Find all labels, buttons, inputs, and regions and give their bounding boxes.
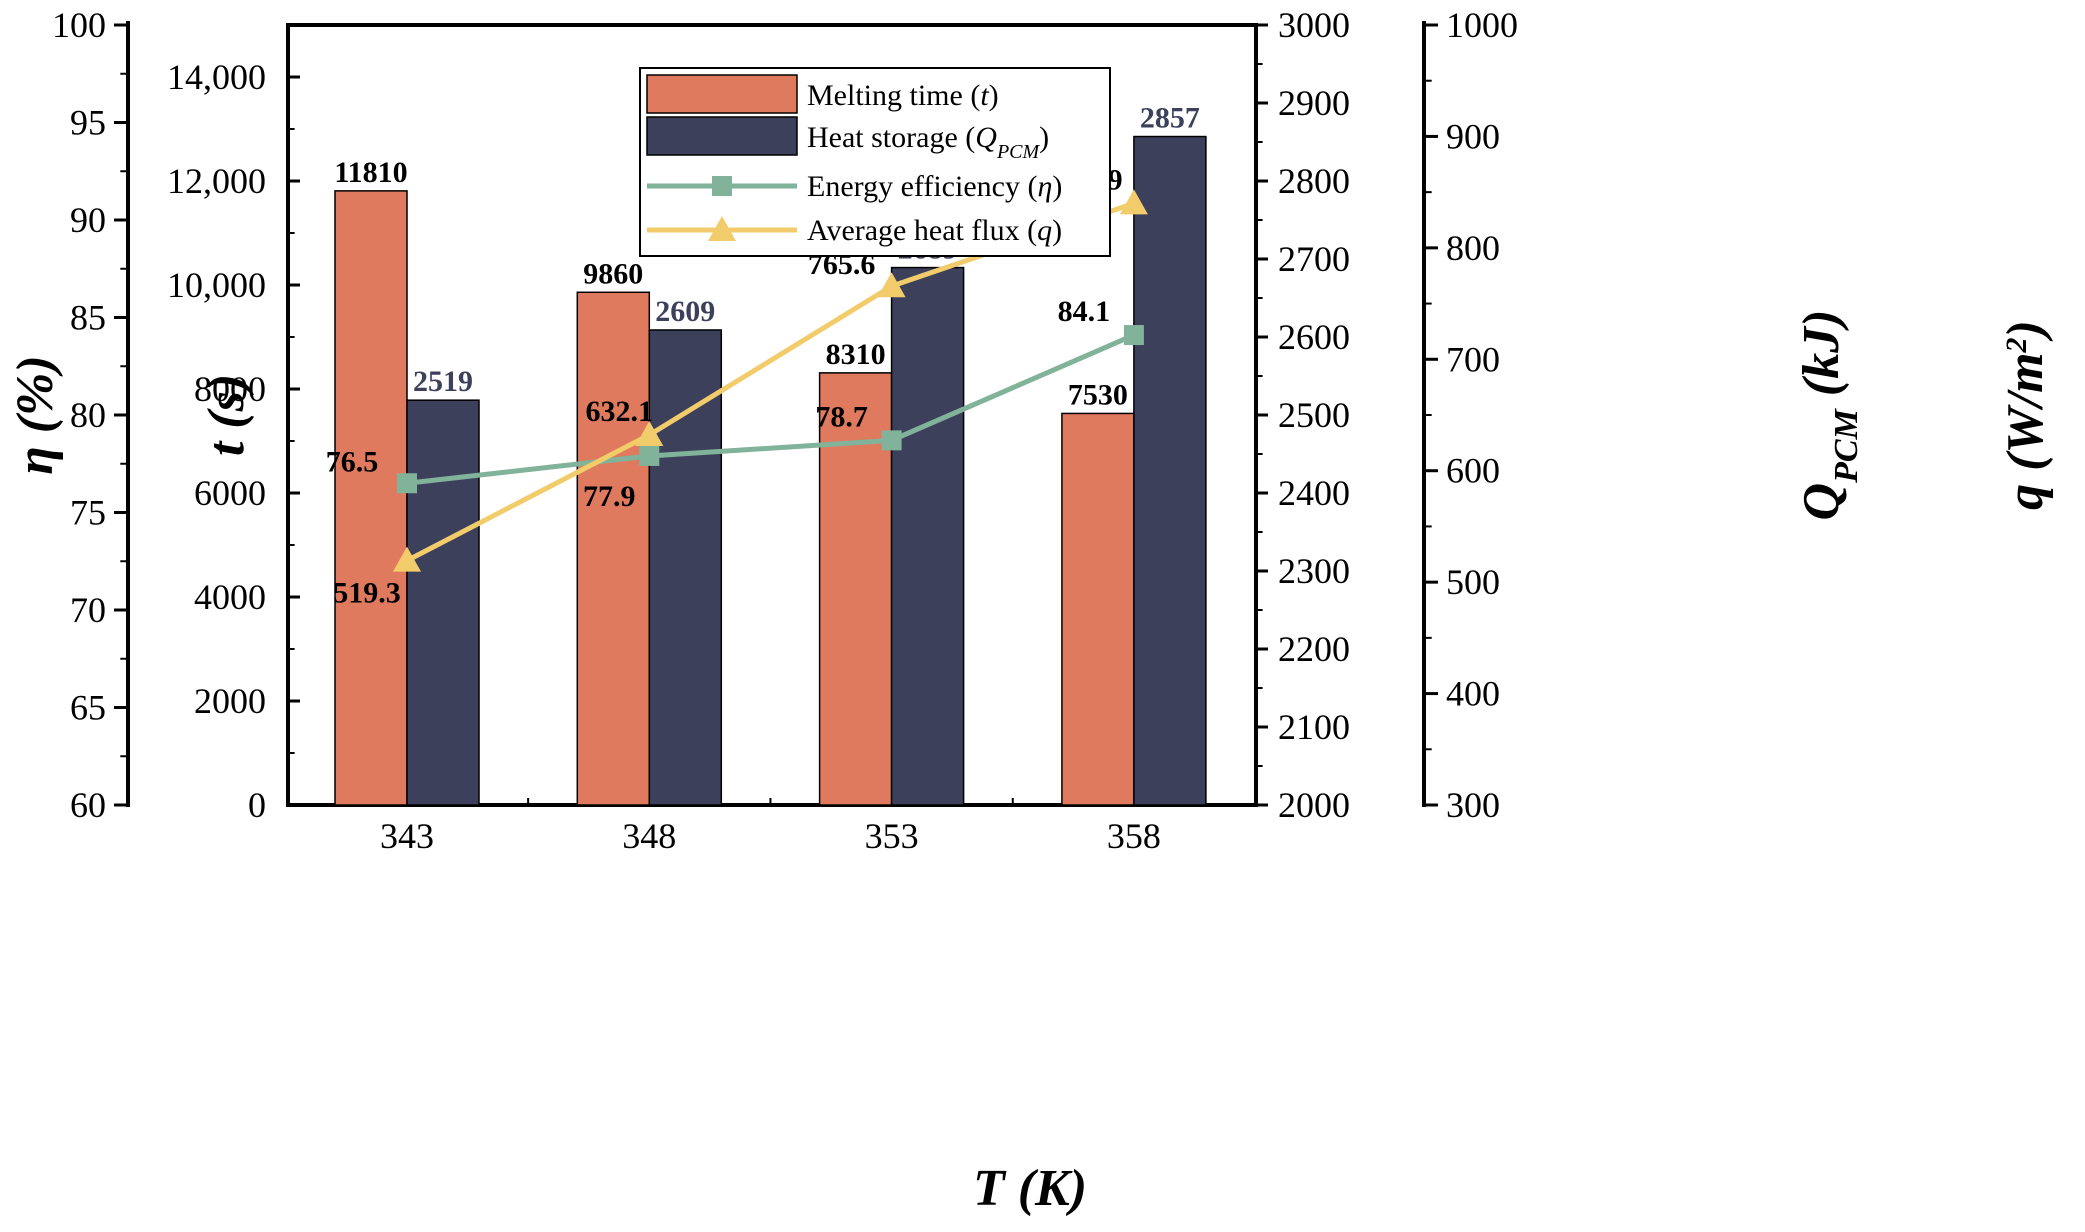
eta-axis-title: η (%) bbox=[7, 355, 64, 475]
legend-label: Energy efficiency (η) bbox=[807, 170, 1062, 203]
Q-tick-label: 2800 bbox=[1278, 161, 1350, 201]
bar-value-label: 9860 bbox=[583, 257, 643, 290]
Q-tick-label: 2200 bbox=[1278, 629, 1350, 669]
eta-tick-label: 95 bbox=[70, 103, 106, 143]
q-axis-title: q (W/m2) bbox=[1997, 320, 2054, 510]
q-tick-label: 500 bbox=[1446, 562, 1500, 602]
t-tick-label: 12,000 bbox=[167, 161, 266, 201]
bar bbox=[406, 399, 480, 806]
t-tick-label: 0 bbox=[248, 785, 266, 825]
t-tick-label: 6000 bbox=[194, 473, 266, 513]
x-tick-label: 343 bbox=[380, 816, 434, 856]
legend-marker-square bbox=[712, 176, 732, 196]
q-tick-label: 700 bbox=[1446, 339, 1500, 379]
series-line bbox=[406, 332, 1135, 486]
x-tick-label: 358 bbox=[1107, 816, 1161, 856]
legend-label: Melting time (t) bbox=[807, 79, 999, 112]
data-point-triangle bbox=[877, 272, 906, 298]
legend-label: Heat storage (QPCM) bbox=[807, 121, 1049, 163]
point-value-label: 76.5 bbox=[326, 445, 379, 478]
Q-tick-label: 3000 bbox=[1278, 5, 1350, 45]
bar bbox=[576, 291, 651, 806]
q-tick-label: 600 bbox=[1446, 451, 1500, 491]
point-value-label: 519.3 bbox=[333, 577, 401, 610]
Q-tick-label: 2500 bbox=[1278, 395, 1350, 435]
Q-axis-title: QPCM (kJ) bbox=[1793, 310, 1865, 521]
x-tick-label: 348 bbox=[622, 816, 676, 856]
legend-marker-triangle bbox=[708, 216, 736, 241]
bar-value-label: 8310 bbox=[826, 338, 886, 371]
legend-label: Average heat flux (q) bbox=[807, 214, 1062, 247]
eta-tick-label: 75 bbox=[70, 493, 106, 533]
bar bbox=[1061, 412, 1135, 806]
Q-tick-label: 2600 bbox=[1278, 317, 1350, 357]
eta-tick-label: 100 bbox=[52, 5, 106, 45]
Q-tick-label: 2300 bbox=[1278, 551, 1350, 591]
eta-tick-label: 65 bbox=[70, 688, 106, 728]
legend-swatch bbox=[646, 116, 798, 156]
legend-swatch bbox=[646, 74, 798, 114]
eta-tick-label: 70 bbox=[70, 590, 106, 630]
bar-value-label: 11810 bbox=[334, 156, 407, 189]
data-point-triangle bbox=[635, 420, 664, 446]
bar bbox=[890, 266, 965, 806]
point-value-label: 77.9 bbox=[583, 480, 636, 513]
data-point-square bbox=[881, 430, 902, 451]
data-point-triangle bbox=[393, 546, 421, 572]
eta-tick-label: 85 bbox=[70, 298, 106, 338]
t-tick-label: 8000 bbox=[194, 369, 266, 409]
data-point-triangle bbox=[1119, 189, 1148, 215]
q-tick-label: 300 bbox=[1446, 785, 1500, 825]
bar bbox=[818, 372, 893, 806]
q-tick-label: 1000 bbox=[1446, 5, 1518, 45]
bar bbox=[648, 329, 723, 806]
Q-tick-label: 2100 bbox=[1278, 707, 1350, 747]
q-tick-label: 400 bbox=[1446, 674, 1500, 714]
t-tick-label: 10,000 bbox=[167, 265, 266, 305]
data-point-square bbox=[397, 473, 417, 494]
bar-value-label: 7530 bbox=[1068, 378, 1128, 411]
q-tick-label: 900 bbox=[1446, 116, 1500, 156]
bar-value-label: 2609 bbox=[655, 295, 715, 328]
bar bbox=[1133, 135, 1207, 806]
point-value-label: 78.7 bbox=[815, 400, 868, 433]
Q-tick-label: 2900 bbox=[1278, 83, 1350, 123]
x-tick-label: 353 bbox=[865, 816, 919, 856]
bar-value-label: 2857 bbox=[1140, 102, 1200, 135]
Q-tick-label: 2400 bbox=[1278, 473, 1350, 513]
data-point-square bbox=[639, 445, 660, 466]
eta-tick-label: 60 bbox=[70, 785, 106, 825]
t-tick-label: 2000 bbox=[194, 681, 266, 721]
point-value-label: 84.1 bbox=[1058, 295, 1111, 328]
point-value-label: 632.1 bbox=[586, 395, 654, 428]
eta-tick-label: 90 bbox=[70, 200, 106, 240]
t-tick-label: 14,000 bbox=[167, 57, 266, 97]
q-tick-label: 800 bbox=[1446, 228, 1500, 268]
t-tick-label: 4000 bbox=[194, 577, 266, 617]
t-axis-title: t (s) bbox=[198, 374, 255, 456]
eta-tick-label: 80 bbox=[70, 395, 106, 435]
x-axis-title: T (K) bbox=[973, 1160, 1087, 1217]
Q-tick-label: 2000 bbox=[1278, 785, 1350, 825]
bar bbox=[334, 190, 408, 806]
bar-value-label: 2519 bbox=[413, 365, 473, 398]
data-point-square bbox=[1123, 325, 1144, 346]
Q-tick-label: 2700 bbox=[1278, 239, 1350, 279]
